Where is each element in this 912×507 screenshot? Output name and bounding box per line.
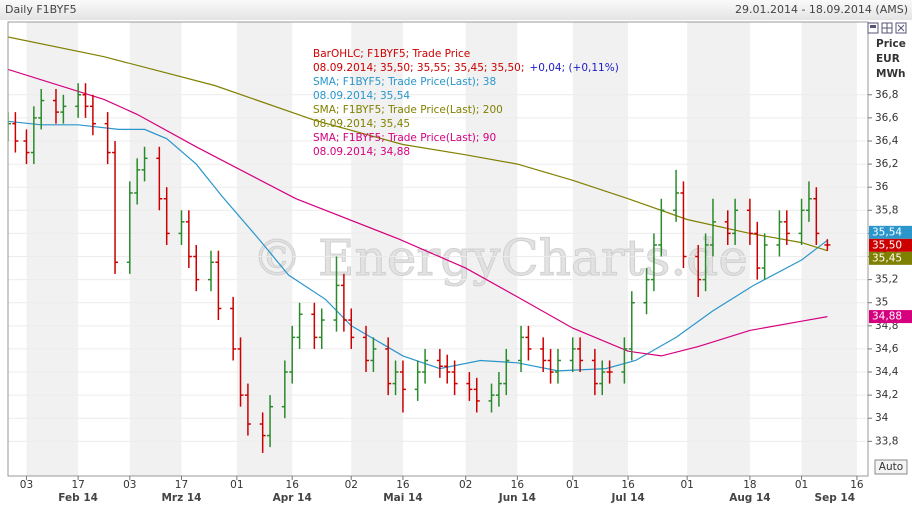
x-month-label: Apr 14 [273, 492, 312, 504]
y-tick-label: 36,4 [875, 135, 899, 147]
sma-line [8, 68, 828, 357]
legend-value: 08.09.2014; 35,50; 35,55; 35,45; 35,50; [313, 62, 524, 74]
x-month-label: Jun 14 [498, 492, 536, 504]
legend-entry: SMA; F1BYF5; Trade Price(Last); 200 [313, 104, 503, 116]
x-band [26, 22, 79, 476]
y-tick-label: 35,8 [875, 204, 898, 216]
y-tick-label: 35,2 [875, 274, 898, 286]
last-value-box [869, 251, 912, 265]
x-month-label: Feb 14 [58, 492, 98, 504]
x-band [801, 22, 857, 476]
x-month-label: Sep 14 [815, 492, 855, 504]
y-tick-label: 35 [875, 297, 888, 309]
icon-close-line [897, 24, 905, 32]
auto-button[interactable] [874, 459, 908, 475]
date-range: 29.01.2014 - 18.09.2014 (AMS) [735, 3, 908, 16]
last-value-label: 35,45 [872, 252, 902, 264]
last-value-box [869, 225, 912, 239]
x-tick-label: 01 [680, 479, 693, 491]
x-tick-label: 17 [175, 479, 188, 491]
x-band [129, 22, 182, 476]
sma-line [8, 120, 828, 372]
last-value-box [869, 310, 912, 324]
x-tick-label: 18 [743, 479, 756, 491]
last-value-label: 35,50 [872, 239, 902, 251]
x-month-label: Mai 14 [383, 492, 422, 504]
x-tick-label: 16 [511, 479, 525, 491]
plot-area: © EnergyCharts.de [8, 22, 868, 476]
x-tick-label: 16 [850, 479, 864, 491]
y-tick-label: 36,8 [875, 89, 898, 101]
x-tick-label: 03 [123, 479, 136, 491]
x-tick-label: 16 [396, 479, 410, 491]
y-tick-label: 34 [875, 412, 889, 424]
legend-value: 08.09.2014; 34,88 [313, 146, 410, 158]
plot-frame [7, 21, 869, 477]
watermark: © EnergyCharts.de [252, 229, 748, 287]
x-month-label: Jul 14 [610, 492, 644, 504]
header-bar [0, 0, 912, 20]
x-tick-label: 01 [566, 479, 579, 491]
y-tick-label: 33,8 [875, 435, 898, 447]
x-band [572, 22, 629, 476]
y-tick-label: 34,2 [875, 389, 898, 401]
x-tick-label: 02 [345, 479, 358, 491]
x-tick-label: 16 [286, 479, 300, 491]
legend-entry: BarOHLC; F1BYF5; Trade Price [313, 48, 470, 60]
x-tick-label: 02 [459, 479, 472, 491]
legend-value: 08.09.2014; 35,54 [313, 90, 410, 102]
x-tick-label: 01 [230, 479, 243, 491]
auto-button-label[interactable]: Auto [879, 461, 903, 473]
x-tick-label: 01 [795, 479, 808, 491]
x-band [236, 22, 293, 476]
x-tick-label: 17 [71, 479, 84, 491]
legend-value: 08.09.2014; 35,45 [313, 118, 410, 130]
y-tick-label: 34,6 [875, 343, 899, 355]
toolbar-icons[interactable] [867, 22, 907, 34]
y-tick-label: 34,4 [875, 366, 899, 378]
axis-unit: Price [876, 38, 906, 50]
icon-window-bar [870, 25, 876, 28]
axis-unit: MWh [876, 68, 906, 80]
x-month-label: Aug 14 [729, 492, 770, 504]
last-value-box [869, 238, 912, 252]
x-tick-label: 16 [621, 479, 635, 491]
legend-entry: SMA; F1BYF5; Trade Price(Last); 38 [313, 76, 496, 88]
y-tick-label: 36,6 [875, 112, 899, 124]
legend-change: +0,04; (+0,11%) [529, 62, 618, 74]
last-value-label: 34,88 [872, 311, 902, 323]
last-value-label: 35,54 [872, 226, 902, 238]
x-tick-label: 03 [20, 479, 33, 491]
x-band [351, 22, 403, 476]
legend-entry: SMA; F1BYF5; Trade Price(Last); 90 [313, 132, 496, 144]
y-tick-label: 36 [875, 181, 889, 193]
chart-title: Daily F1BYF5 [5, 3, 77, 16]
x-month-label: Mrz 14 [161, 492, 201, 504]
y-tick-label: 36,2 [875, 158, 898, 170]
axis-unit: EUR [876, 53, 900, 65]
